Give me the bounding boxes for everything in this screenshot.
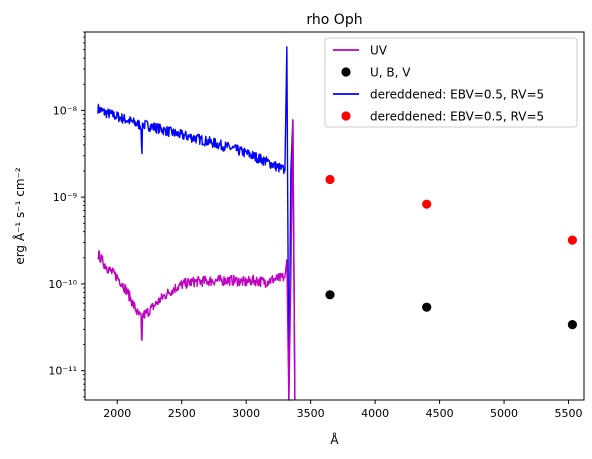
legend-label-dereddened-ebv-0-5-rv-5-3: dereddened: EBV=0.5, RV=5 (370, 110, 544, 124)
series-line-uv-0 (97, 119, 296, 401)
y-tick-label-3: 10⁻⁸ (53, 104, 78, 117)
x-tick-label-3500: 3500 (297, 407, 325, 420)
x-axis-label: Å (330, 432, 339, 447)
legend-label-uv-0: UV (370, 44, 388, 58)
legend-label-dereddened-ebv-0-5-rv-5-2: dereddened: EBV=0.5, RV=5 (370, 88, 544, 102)
y-tick-label-2: 10⁻⁹ (53, 191, 77, 204)
x-tick-label-4000: 4000 (361, 407, 389, 420)
data-point-dereddened-ebv-0-5-rv-5-3-1 (422, 199, 432, 209)
y-axis-label: erg Å⁻¹ s⁻¹ cm⁻² (12, 167, 27, 265)
y-tick-label-1: 10⁻¹⁰ (48, 278, 77, 291)
data-point-u-b-v-1-0 (325, 290, 335, 300)
legend-label-u-b-v-1: U, B, V (370, 66, 411, 80)
legend: UV U, B, V dereddened: EBV=0.5, RV=5 deredd… (324, 37, 578, 128)
legend-swatch-dereddened-ebv-0-5-rv-5-3 (341, 111, 351, 121)
x-tick-label-4500: 4500 (426, 407, 454, 420)
data-point-u-b-v-1-1 (422, 302, 432, 312)
y-tick-label-0: 10⁻¹¹ (48, 365, 77, 378)
chart-title: rho Oph (306, 12, 362, 28)
x-tick-label-3000: 3000 (232, 407, 260, 420)
legend-swatch-u-b-v-1 (341, 67, 351, 77)
data-point-dereddened-ebv-0-5-rv-5-3-2 (567, 235, 577, 245)
plot-frame (84, 31, 585, 401)
x-tick-label-2000: 2000 (103, 407, 131, 420)
legend-frame (324, 37, 578, 128)
x-tick-label-5500: 5500 (555, 407, 583, 420)
series-line-dereddened-ebv-0-5-rv-5-2 (97, 46, 296, 401)
x-tick-label-2500: 2500 (168, 407, 196, 420)
x-tick-label-5000: 5000 (490, 407, 518, 420)
data-point-u-b-v-1-2 (567, 320, 577, 330)
data-point-dereddened-ebv-0-5-rv-5-3-0 (325, 174, 335, 185)
